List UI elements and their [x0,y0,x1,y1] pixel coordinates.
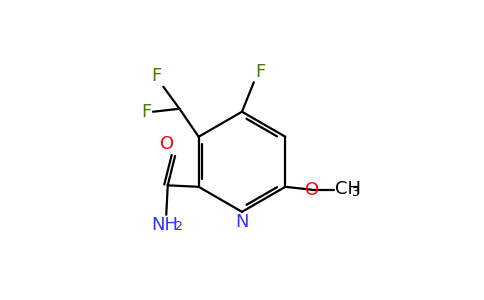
Text: NH: NH [151,216,178,234]
Text: 3: 3 [351,186,359,199]
Text: O: O [305,181,319,199]
Text: N: N [235,213,249,231]
Text: F: F [255,63,266,81]
Text: F: F [141,103,151,121]
Text: F: F [151,67,162,85]
Text: O: O [160,135,174,153]
Text: CH: CH [334,180,361,198]
Text: 2: 2 [175,220,182,233]
